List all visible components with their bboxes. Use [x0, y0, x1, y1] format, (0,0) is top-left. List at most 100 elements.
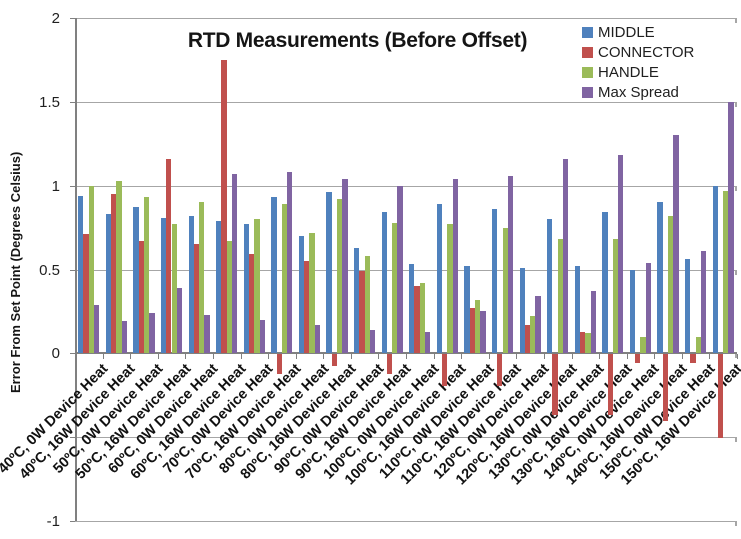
y-tick-label: 2	[51, 10, 60, 27]
legend: MIDDLE CONNECTOR HANDLE Max Spread	[582, 22, 694, 102]
x-axis-tick	[461, 354, 463, 360]
legend-swatch	[582, 46, 593, 58]
x-axis-tick	[378, 354, 380, 360]
bar-middle	[519, 267, 525, 354]
bar-connector	[359, 271, 365, 354]
bar-handle	[723, 190, 729, 354]
bar-max-spread	[535, 296, 541, 354]
legend-label: CONNECTOR	[598, 43, 695, 61]
bar-middle	[381, 212, 387, 354]
x-axis-tick	[433, 354, 435, 360]
gridline-end-tick	[735, 437, 737, 443]
bar-max-spread	[452, 178, 458, 354]
bar-handle	[612, 239, 619, 354]
bar-middle	[133, 207, 139, 354]
bar-handle	[419, 282, 426, 354]
bar-connector	[221, 59, 227, 354]
bar-max-spread	[149, 313, 155, 354]
y-axis-tick	[70, 521, 75, 522]
x-axis-tick	[295, 354, 297, 360]
y-tick-label: 1.5	[39, 93, 60, 111]
gridline	[75, 101, 737, 103]
bar-max-spread	[425, 331, 431, 354]
bar-middle	[326, 192, 332, 354]
x-axis-tick	[102, 354, 104, 360]
legend-label: Max Spread	[598, 83, 679, 101]
bar-middle	[271, 197, 277, 354]
bar-middle	[547, 219, 553, 354]
bar-handle	[392, 222, 398, 354]
bar-handle	[309, 232, 315, 354]
bar-connector	[166, 158, 172, 354]
bar-max-spread	[590, 291, 596, 354]
gridline-end-tick	[735, 521, 737, 526]
x-axis-tick	[543, 354, 545, 360]
bar-max-spread	[480, 311, 486, 354]
bar-middle	[574, 266, 580, 354]
gridline-end-tick	[735, 353, 737, 359]
bar-connector	[552, 354, 558, 415]
bar-middle	[602, 212, 608, 354]
bar-handle	[199, 202, 205, 354]
x-axis-tick	[709, 354, 711, 360]
bar-middle	[298, 235, 305, 354]
bar-handle	[281, 204, 288, 354]
legend-item: CONNECTOR	[582, 42, 694, 62]
legend-swatch	[582, 86, 593, 98]
legend-swatch	[582, 66, 593, 78]
bar-handle	[640, 336, 646, 354]
legend-label: MIDDLE	[598, 23, 655, 41]
bar-middle	[188, 215, 194, 354]
bar-connector	[635, 354, 641, 363]
bar-connector	[248, 254, 255, 354]
legend-swatch	[582, 26, 593, 38]
bar-middle	[657, 202, 663, 354]
bar-connector	[717, 354, 724, 439]
bar-middle	[216, 220, 222, 354]
y-axis-tick	[70, 18, 75, 19]
bar-max-spread	[618, 155, 624, 354]
bar-middle	[712, 185, 718, 354]
gridline-end-tick	[735, 101, 737, 107]
bar-connector	[331, 354, 337, 367]
x-axis-tick	[157, 354, 159, 360]
gridline-end-tick	[735, 18, 737, 23]
legend-label: HANDLE	[598, 63, 659, 81]
bar-connector	[138, 240, 144, 354]
bar-max-spread	[121, 321, 127, 354]
legend-item: HANDLE	[582, 62, 694, 82]
gridline	[75, 269, 737, 271]
bar-handle	[364, 256, 370, 354]
bar-max-spread	[645, 262, 651, 354]
bar-connector	[304, 261, 310, 354]
y-axis-tick	[70, 185, 75, 187]
x-axis-tick	[516, 354, 518, 360]
bar-max-spread	[673, 135, 679, 354]
gridline	[75, 185, 737, 187]
bar-middle	[685, 259, 691, 354]
bar-max-spread	[700, 251, 707, 354]
x-axis-tick	[185, 354, 187, 360]
x-axis-tick	[488, 354, 490, 360]
gridline-end-tick	[735, 269, 737, 275]
bar-handle	[226, 240, 232, 354]
x-axis-tick	[240, 354, 242, 360]
bar-handle	[530, 316, 536, 354]
bar-handle	[668, 215, 674, 354]
bar-connector	[497, 354, 503, 387]
x-axis-tick	[681, 354, 683, 360]
x-axis-tick	[599, 354, 601, 360]
bar-connector	[414, 286, 420, 354]
x-axis-tick	[737, 354, 738, 360]
bar-max-spread	[287, 172, 293, 354]
bar-connector	[386, 354, 393, 375]
gridline-end-tick	[735, 185, 737, 191]
gridline	[75, 521, 737, 522]
y-tick-label: -1	[46, 513, 60, 530]
x-axis-tick	[268, 354, 270, 360]
x-axis-tick	[350, 354, 352, 360]
bar-connector	[111, 194, 117, 354]
y-tick-label: 1	[51, 177, 60, 195]
bar-handle	[447, 224, 453, 354]
